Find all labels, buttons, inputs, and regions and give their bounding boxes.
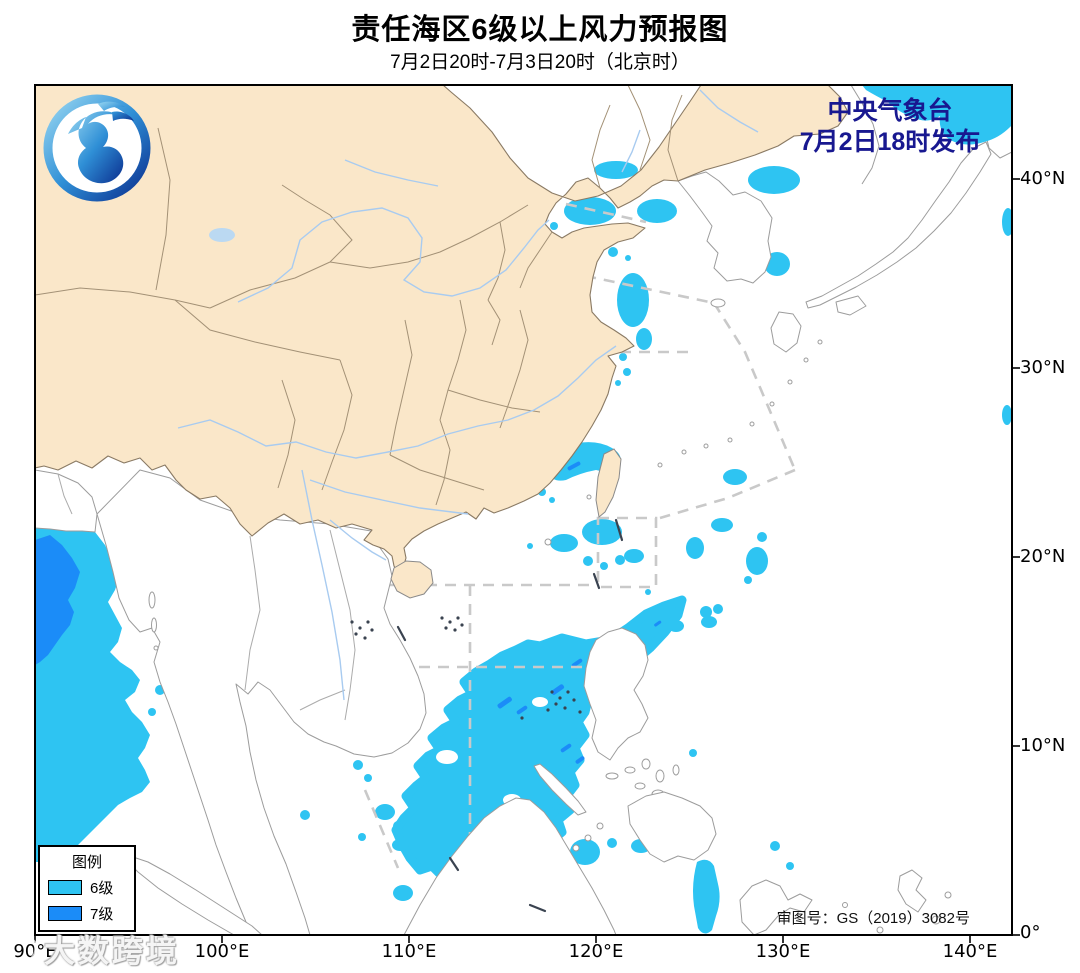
- taiwan-island: [595, 448, 622, 518]
- issuer-block: 中央气象台 7月2日18时发布: [758, 96, 1022, 158]
- watermark: 大数跨境: [6, 926, 180, 971]
- issue-time: 7月2日18时发布: [799, 128, 981, 156]
- legend-title: 图例: [71, 854, 102, 871]
- islets-and-reefs: [350, 518, 624, 913]
- china-landmass: [35, 85, 849, 599]
- cma-logo-icon: [43, 94, 151, 202]
- y-axis-tick-10n: 10°N: [1020, 735, 1066, 756]
- issuer-name: 中央气象台: [827, 97, 953, 125]
- x-axis-tick-100e: 100°E: [194, 941, 250, 962]
- y-axis-tick-20n: 20°N: [1020, 546, 1066, 567]
- province-boundaries: [35, 85, 683, 506]
- y-axis-tick-0: 0°: [1020, 922, 1041, 943]
- watermark-text: 大数跨境: [44, 934, 180, 969]
- legend-label-wind7: 7级: [90, 906, 114, 923]
- page-title: 责任海区6级以上风力预报图: [351, 14, 729, 46]
- y-axis-tick-30n: 30°N: [1020, 357, 1066, 378]
- wind7-swatch-icon: [48, 906, 82, 921]
- legend-label-wind6: 6级: [90, 880, 114, 897]
- plot-frame: [34, 84, 1020, 943]
- watermark-globe-icon: [8, 933, 38, 964]
- x-axis-tick-130e: 130°E: [755, 941, 811, 962]
- legend-item-wind6: 6级: [48, 877, 126, 898]
- legend-item-wind7: 7级: [48, 903, 126, 924]
- x-axis-tick-120e: 120°E: [568, 941, 624, 962]
- wind6-swatch-icon: [48, 880, 82, 895]
- rivers: [177, 89, 759, 701]
- foreign-borders: [57, 473, 356, 721]
- x-axis-tick-110e: 110°E: [381, 941, 437, 962]
- hainan-island: [390, 560, 434, 599]
- wind6-areas-north: [748, 85, 1012, 425]
- page-subtitle: 7月2日20时-7月3日20时（北京时）: [390, 52, 690, 73]
- x-axis-tick-140e: 140°E: [942, 941, 998, 962]
- legend-box: 图例 6级 7级: [38, 845, 136, 932]
- y-axis-tick-40n: 40°N: [1020, 168, 1066, 189]
- approval-number: 审图号：GS（2019）3082号: [776, 910, 970, 927]
